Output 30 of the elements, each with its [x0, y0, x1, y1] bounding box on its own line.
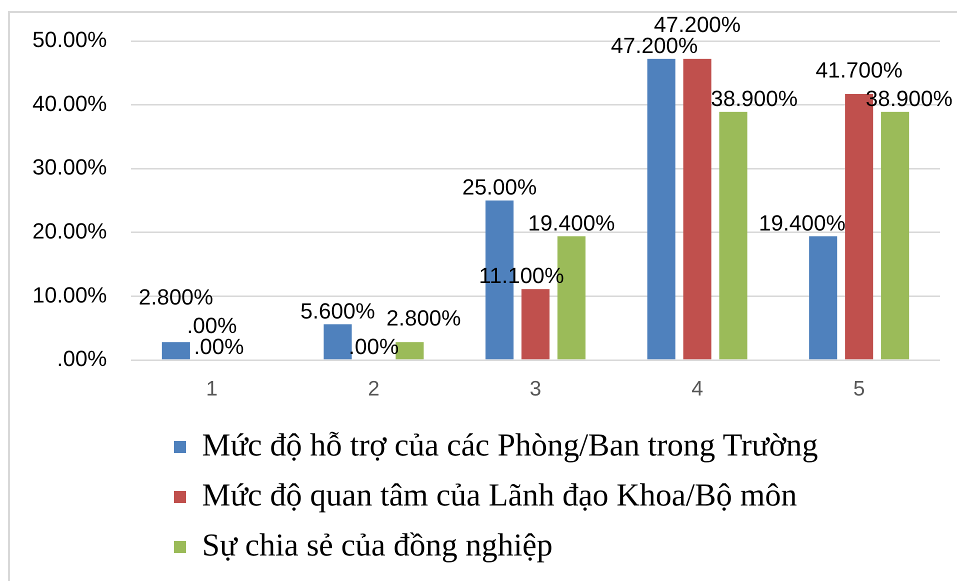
- y-tick-label: 10.00%: [32, 282, 107, 308]
- bar: [324, 324, 352, 360]
- bar: [647, 58, 676, 360]
- bar: [683, 58, 712, 360]
- y-tick-label: 50.00%: [32, 27, 107, 52]
- x-tick-label: 1: [206, 377, 218, 400]
- bar: [162, 342, 190, 360]
- data-label: 41.700%: [816, 58, 903, 83]
- y-tick-label: 30.00%: [32, 154, 107, 180]
- data-label: 2.800%: [138, 284, 214, 310]
- legend-label: Mức độ hỗ trợ của các Phòng/Ban trong Trường: [202, 426, 818, 462]
- data-label: 38.900%: [710, 86, 798, 111]
- y-tick-label: 40.00%: [32, 90, 107, 116]
- data-label: 19.400%: [758, 210, 846, 236]
- x-tick-label: 3: [530, 377, 542, 400]
- x-tick-label: 2: [368, 377, 380, 400]
- data-label: 19.400%: [528, 210, 615, 236]
- data-label: 2.800%: [386, 306, 461, 331]
- data-label: 5.600%: [300, 298, 376, 324]
- legend-label: Mức độ quan tâm của Lãnh đạo Khoa/Bộ môn: [202, 476, 797, 512]
- data-label: 25.00%: [462, 174, 537, 200]
- bar: [809, 236, 838, 360]
- bar: [881, 112, 910, 360]
- bar: [521, 289, 550, 360]
- y-tick-label: 20.00%: [32, 218, 107, 244]
- y-tick-label: .00%: [56, 346, 107, 372]
- legend-label: Sự chia sẻ của đồng nghiệp: [202, 526, 553, 562]
- x-tick-label: 5: [853, 377, 865, 400]
- x-tick-label: 4: [691, 377, 704, 400]
- bar: [719, 112, 748, 360]
